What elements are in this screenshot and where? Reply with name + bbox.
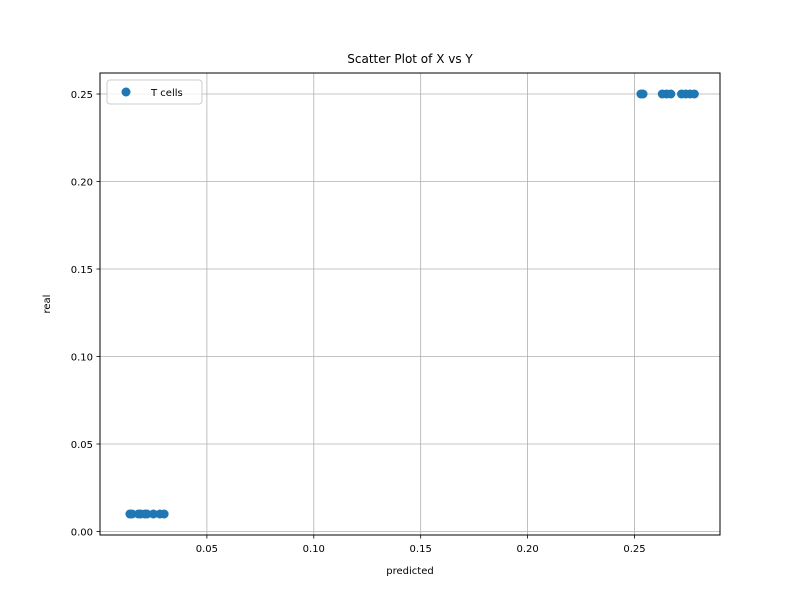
legend: T cells xyxy=(106,79,203,105)
legend-label: T cells xyxy=(150,88,183,99)
data-point xyxy=(148,509,158,519)
x-tick-label: 0.20 xyxy=(516,544,538,555)
data-point xyxy=(159,509,169,519)
legend-box xyxy=(106,79,203,105)
y-tick-label: 0.15 xyxy=(71,265,93,276)
y-tick-label: 0.05 xyxy=(71,440,93,451)
data-point xyxy=(689,89,699,99)
x-tick-label: 0.25 xyxy=(623,544,645,555)
x-tick-label: 0.15 xyxy=(410,544,432,555)
x-tick-label: 0.05 xyxy=(196,544,218,555)
data-points xyxy=(125,89,699,519)
y-axis-label: real xyxy=(42,295,53,314)
y-tick-label: 0.25 xyxy=(71,90,93,101)
y-tick-label: 0.10 xyxy=(71,353,93,364)
x-tick-label: 0.10 xyxy=(303,544,325,555)
data-point xyxy=(127,509,137,519)
legend-marker xyxy=(121,87,131,97)
data-point xyxy=(666,89,676,99)
y-tick-label: 0.20 xyxy=(71,178,93,189)
data-point xyxy=(142,509,152,519)
x-axis-label: predicted xyxy=(386,566,433,577)
chart-title: Scatter Plot of X vs Y xyxy=(347,52,473,66)
data-point xyxy=(638,89,648,99)
plot-frame xyxy=(99,72,721,536)
axis-ticks: 0.05 0.10 0.15 0.20 0.25 0.00 0.05 0.10 0.15 0.20… xyxy=(71,90,646,555)
grid xyxy=(100,73,720,535)
y-tick-label: 0.00 xyxy=(71,528,93,539)
